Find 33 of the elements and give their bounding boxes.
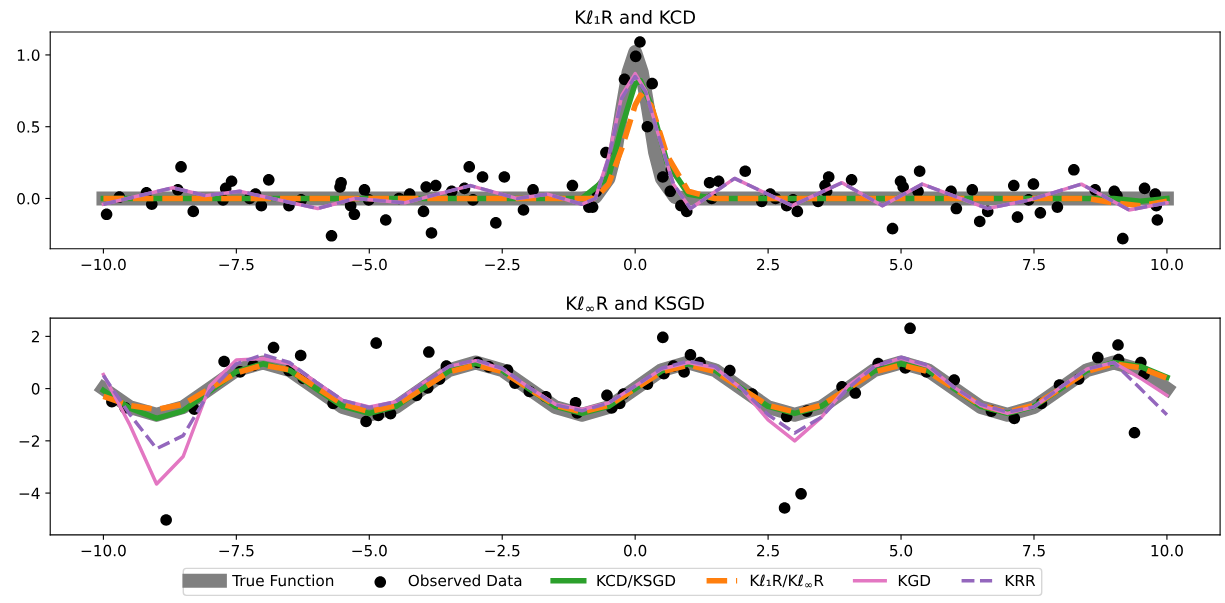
x-tick-label: 7.5 [1023, 545, 1045, 557]
x-tick-label: −5.0 [352, 258, 387, 271]
x-tick-label: −7.5 [219, 258, 254, 271]
y-tick-label: −2 [19, 435, 39, 447]
x-tick-label: −5.0 [352, 544, 387, 557]
legend-label: Kℓ₁R/Kℓ$_{∞}$R [750, 574, 824, 588]
x-tick-label: 7.5 [1023, 258, 1045, 271]
x-tick-label: 0.0 [624, 258, 647, 271]
y-tick-label: 2 [31, 330, 39, 343]
legend-label: KCD/KSGD [597, 574, 676, 588]
legend-label: KGD [898, 574, 931, 587]
y-tick-label: 0.0 [17, 192, 40, 205]
x-tick-label: 5.0 [890, 544, 913, 557]
legend-label: Observed Data [408, 574, 522, 587]
x-tick-label: 2.5 [757, 258, 779, 271]
x-tick-label: −2.5 [485, 258, 520, 271]
chart-title: Kℓ$_{∞}$R and KSGD [567, 296, 704, 312]
x-tick-label: −10.0 [81, 544, 126, 557]
y-tick-label: 1.0 [17, 49, 40, 61]
x-tick-label: 5.0 [890, 258, 913, 271]
x-tick-label: −2.5 [485, 544, 520, 557]
y-tick-label: 0.5 [17, 121, 40, 133]
x-tick-label: 10.0 [1151, 258, 1183, 271]
x-tick-label: −7.5 [219, 545, 254, 557]
y-tick-label: −4 [19, 487, 40, 499]
x-tick-label: 10.0 [1151, 544, 1183, 557]
y-tick-label: 0 [31, 383, 40, 395]
x-tick-label: −10.0 [81, 258, 126, 271]
x-tick-label: 2.5 [757, 544, 779, 557]
legend-label: True Function [232, 574, 334, 587]
chart-title: Kℓ₁R and KCD [575, 9, 696, 24]
x-tick-label: 0.0 [624, 544, 647, 557]
legend-label: KRR [1005, 574, 1036, 587]
